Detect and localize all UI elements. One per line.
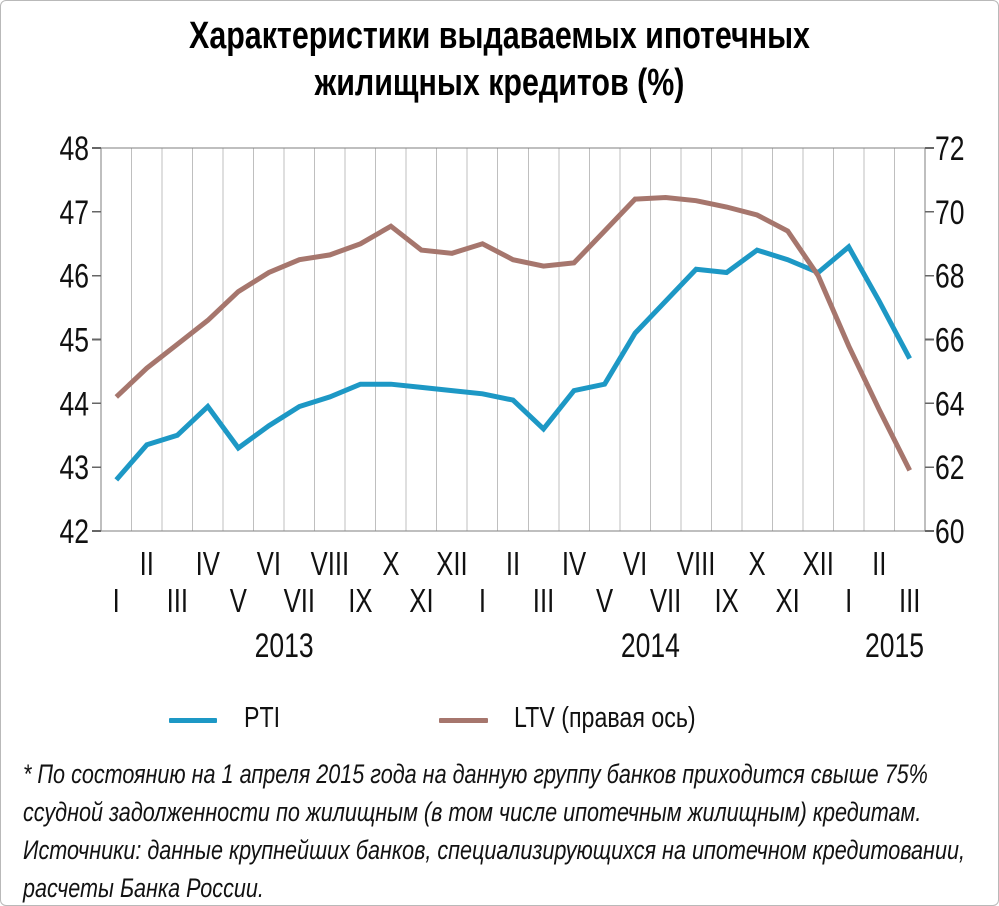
left-axis: 48 47 46 45 44 43 42 — [59, 130, 101, 551]
left-axis-tick-label: 46 — [59, 258, 89, 296]
ltv-legend-label: LTV (правая ось) — [514, 702, 696, 734]
month-label: VI — [257, 546, 281, 583]
left-axis-tick-label: 44 — [59, 385, 89, 423]
ltv-legend-line — [439, 718, 488, 723]
pti-legend-label: PTI — [244, 702, 281, 734]
left-axis-tick-label: 47 — [59, 194, 89, 232]
pti-series-line — [114, 243, 912, 482]
page-title-line2: жилищных кредитов (%) — [314, 62, 685, 104]
footnote-note-line1: * По состоянию на 1 апреля 2015 года на … — [23, 759, 928, 789]
month-label: I — [113, 583, 120, 620]
right-axis-tick-label: 70 — [935, 194, 965, 232]
month-label: VIII — [677, 546, 716, 583]
right-axis-tick-label: 62 — [935, 449, 965, 487]
year-label: 2013 — [255, 627, 314, 665]
month-label: IX — [348, 583, 373, 620]
right-axis-tick-label: 64 — [935, 385, 965, 423]
left-axis-tick-label: 45 — [59, 321, 89, 359]
footnote-source-line2: расчеты Банка России. — [23, 873, 264, 903]
footnote: * По состоянию на 1 апреля 2015 года на … — [23, 755, 975, 905]
month-label: VI — [623, 546, 647, 583]
page-title-line1: Характеристики выдаваемых ипотечных — [189, 15, 810, 57]
ltv-series-line — [114, 194, 912, 472]
right-axis-tick-label: 66 — [935, 321, 965, 359]
month-label: III — [899, 583, 920, 620]
month-label: VIII — [311, 546, 350, 583]
footnote-note-line2: ссудной задолженности по жилищным (в том… — [23, 797, 922, 827]
year-label: 2014 — [621, 627, 680, 665]
month-label: XII — [802, 546, 833, 583]
month-label: XI — [776, 583, 800, 620]
right-axis: 72 70 68 66 64 62 60 — [925, 130, 965, 551]
month-label: X — [382, 546, 399, 583]
month-label: VII — [284, 583, 315, 620]
vertical-gridlines — [131, 148, 895, 531]
month-label: V — [230, 583, 247, 620]
dual-axis-line-chart: 4847464544434272706866646260IIIIIIIVVVIV… — [59, 130, 965, 665]
footnote-source-line1: Источники: данные крупнейших банков, спе… — [23, 835, 965, 865]
month-label: IV — [196, 546, 221, 583]
month-label: II — [506, 546, 520, 583]
pti-legend-line — [169, 718, 217, 723]
x-axis-year-labels: 2013 2014 2015 — [255, 627, 924, 665]
year-label: 2015 — [865, 627, 924, 665]
month-label: I — [479, 583, 486, 620]
month-label: III — [533, 583, 554, 620]
right-axis-tick-label: 60 — [935, 513, 965, 551]
month-label: IX — [714, 583, 739, 620]
month-label: V — [596, 583, 613, 620]
month-label: I — [845, 583, 852, 620]
plot-border — [100, 147, 926, 532]
left-axis-tick-label: 42 — [59, 513, 89, 551]
right-axis-tick-label: 68 — [935, 258, 965, 296]
month-label: IV — [562, 546, 587, 583]
month-label: VII — [650, 583, 681, 620]
right-axis-tick-label: 72 — [935, 130, 965, 168]
month-label: II — [140, 546, 154, 583]
month-label: XI — [409, 583, 433, 620]
month-label: X — [749, 546, 766, 583]
month-label: II — [872, 546, 886, 583]
left-axis-tick-label: 43 — [59, 449, 89, 487]
month-label: III — [167, 583, 188, 620]
x-axis-month-labels: IIIIIIIVVVIVIIVIIIIXXXIXIIIIIIIIIVVVIVII… — [113, 546, 921, 620]
month-label: XII — [436, 546, 467, 583]
plot-frame — [100, 147, 926, 532]
left-axis-tick-label: 48 — [59, 130, 89, 168]
page-title: Характеристики выдаваемых ипотечных жилищ… — [101, 13, 899, 107]
